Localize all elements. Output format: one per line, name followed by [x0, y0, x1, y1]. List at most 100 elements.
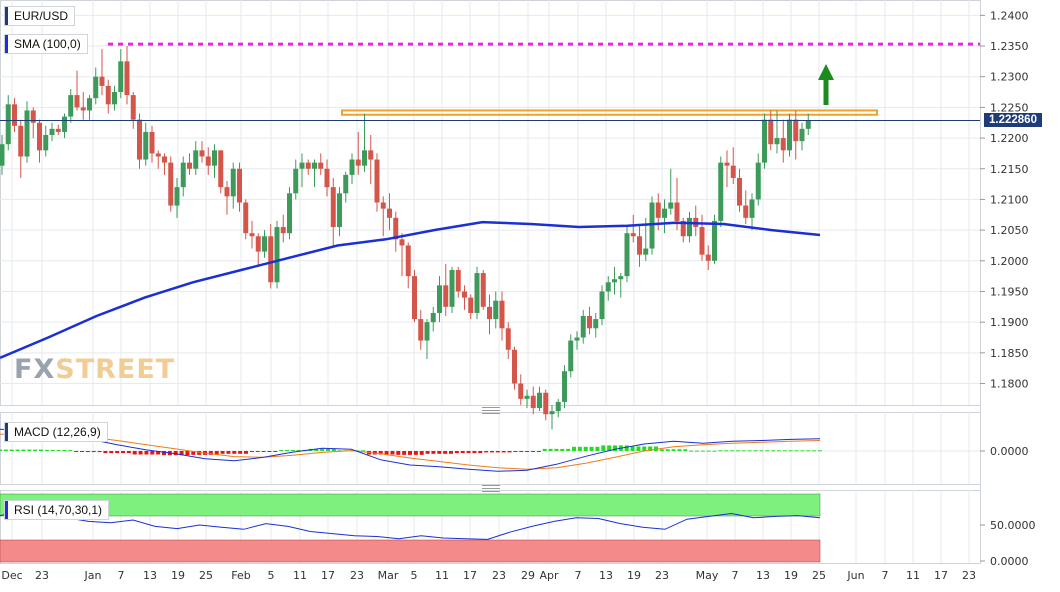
x-tick-label: Apr	[539, 569, 559, 582]
candle-body	[499, 300, 505, 329]
macd-histogram-bar	[74, 451, 79, 453]
x-tick-label: May	[696, 569, 719, 582]
candle-body	[724, 162, 730, 166]
macd-histogram-bar	[736, 450, 740, 452]
macd-histogram-bar	[185, 451, 190, 456]
macd-label[interactable]: MACD (12,26,9)	[4, 422, 108, 442]
logo-street: STREET	[55, 354, 176, 385]
macd-histogram-bar	[214, 451, 219, 455]
candle-body	[355, 159, 361, 166]
candle-body	[605, 282, 611, 292]
macd-histogram-bar	[413, 451, 418, 455]
macd-histogram-bar	[724, 450, 729, 452]
x-tick-label: 7	[882, 569, 889, 582]
candle-body	[418, 319, 424, 341]
macd-y-tick-label: 0.0000	[990, 445, 1029, 458]
macd-histogram-bar	[777, 450, 781, 452]
macd-histogram-bar	[560, 448, 565, 451]
macd-histogram-bar	[501, 451, 506, 453]
macd-histogram-bar	[39, 449, 43, 451]
macd-histogram-bar	[132, 451, 137, 455]
axis-layer: Dec 23 Jan 7 13 19 25 Feb 5 11 17 23 Mar 5 11 17 23 29 Apr…	[1, 9, 1035, 582]
candle-body	[74, 95, 80, 108]
candle-body	[205, 156, 211, 166]
candle-body	[393, 217, 399, 240]
candle-body	[362, 150, 367, 166]
y-tick-label: 1.1800	[990, 378, 1029, 391]
macd-histogram-bar	[507, 451, 512, 453]
x-tick-label: 25	[199, 569, 213, 582]
candle-body	[230, 168, 236, 197]
candle-body	[118, 61, 124, 93]
macd-histogram-bar	[226, 451, 231, 454]
macd-histogram-bar	[642, 446, 647, 451]
y-tick-label: 1.2300	[990, 71, 1029, 84]
macd-histogram-bar	[62, 449, 67, 451]
macd-histogram-bar	[144, 451, 149, 455]
macd-histogram-bar	[121, 451, 125, 454]
x-tick-label: 11	[435, 569, 449, 582]
macd-histogram-bar	[577, 446, 582, 451]
candle-body	[574, 337, 580, 341]
candle-body	[199, 150, 205, 157]
pair-label[interactable]: EUR/USD	[4, 6, 76, 26]
candle-body	[18, 125, 24, 157]
candle-body	[380, 202, 386, 209]
macd-histogram-bar	[402, 451, 407, 455]
candle-body	[668, 202, 674, 209]
macd-histogram-bar	[788, 450, 793, 452]
candle-body	[443, 285, 449, 307]
macd-histogram-bar	[683, 449, 688, 451]
y-tick-label: 1.2000	[990, 255, 1029, 268]
y-tick-label: 1.2250	[990, 101, 1029, 114]
rsi-layer	[0, 493, 821, 563]
macd-histogram-bar	[636, 446, 641, 451]
rsi-label[interactable]: RSI (14,70,30,1)	[4, 500, 110, 520]
macd-histogram-bar	[490, 451, 494, 453]
rsi-y-tick-label: 50.0000	[990, 519, 1036, 532]
candle-body	[437, 285, 442, 313]
candle-body	[262, 236, 267, 252]
candle-body	[430, 312, 436, 323]
candle-body	[68, 95, 74, 117]
y-tick-label: 1.1950	[990, 285, 1029, 298]
macd-histogram-bar	[782, 450, 787, 452]
current-price-tag: 1.222860	[984, 113, 1042, 127]
macd-histogram-bar	[648, 446, 653, 451]
candle-body	[755, 162, 761, 200]
candle-body	[655, 202, 661, 218]
candle-body	[512, 349, 517, 384]
macd-histogram-bar	[109, 451, 114, 454]
pane-resize-handle-1[interactable]	[482, 407, 500, 414]
candle-body	[680, 220, 686, 237]
x-tick-label: 11	[293, 569, 307, 582]
sma-label[interactable]: SMA (100,0)	[4, 34, 88, 54]
macd-histogram-bar	[115, 451, 120, 454]
candle-body	[349, 159, 355, 175]
macd-histogram-bar	[454, 451, 459, 454]
macd-histogram-bar	[15, 449, 20, 451]
macd-histogram-bar	[460, 451, 465, 454]
candle-body	[112, 92, 117, 105]
macd-histogram-bar	[759, 450, 764, 452]
macd-histogram-bar	[700, 450, 705, 452]
candle-body	[387, 208, 392, 218]
macd-histogram-bar	[659, 449, 664, 451]
candle-body	[580, 316, 586, 338]
candle-body	[768, 119, 774, 145]
macd-histogram-bar	[747, 450, 752, 452]
candle-body	[193, 150, 199, 169]
candle-body	[762, 119, 767, 163]
candle-body	[180, 162, 186, 188]
candle-body	[318, 162, 324, 169]
x-tick-label: 17	[934, 569, 948, 582]
macd-histogram-bar	[495, 451, 500, 453]
candle-body	[737, 177, 742, 206]
x-tick-label: 23	[350, 569, 364, 582]
x-tick-label: 13	[143, 569, 157, 582]
macd-histogram-bar	[0, 449, 2, 451]
pane-resize-handle-2[interactable]	[482, 485, 500, 492]
macd-histogram-bar	[326, 448, 330, 451]
macd-histogram-bar	[150, 451, 155, 455]
